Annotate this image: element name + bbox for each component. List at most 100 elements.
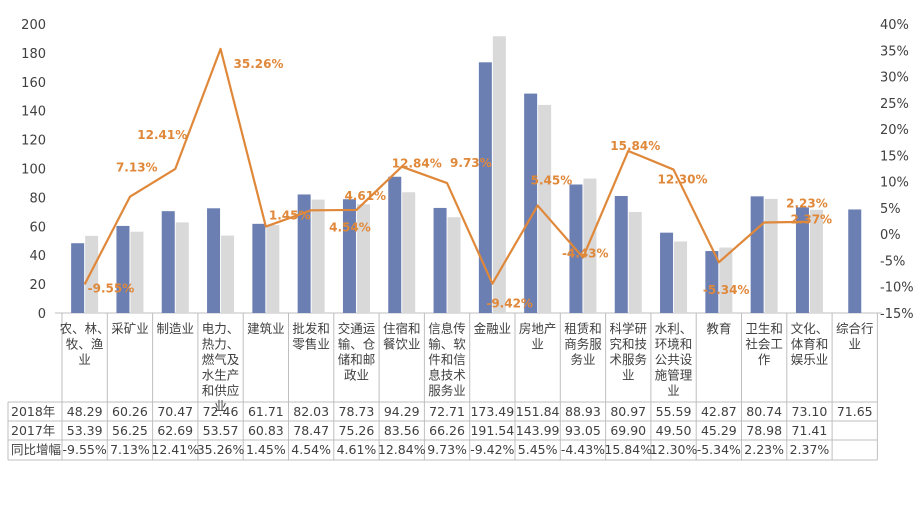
right-tick-label: 30% — [880, 71, 909, 86]
right-tick-label: 20% — [880, 123, 909, 138]
growth-data-label: 7.13% — [116, 161, 158, 175]
table-cell: 53.57 — [203, 423, 239, 438]
bar-2018 — [433, 207, 447, 313]
bars — [71, 36, 862, 314]
category-label: 住宿和 — [383, 321, 421, 336]
bar-2017 — [674, 241, 688, 313]
left-tick-label: 60 — [29, 220, 46, 235]
table-cell: -9.42% — [470, 442, 514, 457]
table-cell: 45.29 — [701, 423, 737, 438]
bar-2018 — [342, 199, 356, 313]
table-cell: 143.99 — [516, 423, 560, 438]
table-cell: 48.29 — [67, 404, 103, 419]
right-tick-label: -10% — [880, 281, 914, 296]
table-cell: 80.97 — [610, 404, 646, 419]
category-label: 输、软 — [428, 337, 466, 352]
bar-2017 — [221, 235, 235, 313]
table-cell: 42.87 — [701, 404, 737, 419]
table-row-header: 2017年 — [11, 423, 55, 438]
table-cell: 61.71 — [248, 404, 284, 419]
category-label: 卫生和 — [745, 321, 783, 336]
bar-2017 — [175, 222, 189, 313]
table-cell: 71.65 — [837, 404, 873, 419]
bar-2017 — [719, 247, 733, 313]
growth-data-label: 35.26% — [234, 57, 284, 71]
bar-2018 — [478, 62, 492, 314]
growth-data-label: 2.37% — [790, 213, 832, 227]
table-cell: 71.41 — [792, 423, 828, 438]
category-label: 娱乐业 — [791, 352, 829, 367]
category-label: 息技术 — [428, 368, 466, 383]
category-label: 制造业 — [156, 321, 194, 336]
category-label: 业 — [622, 368, 635, 383]
growth-data-label: 1.45% — [269, 209, 311, 223]
category-label: 租赁和 — [564, 321, 602, 336]
category-label: 电力、 — [202, 321, 240, 336]
bar-2018 — [388, 176, 402, 313]
category-label: 牧、渔 — [66, 337, 104, 352]
growth-data-label: -9.55% — [88, 281, 135, 295]
growth-data-label: 15.84% — [610, 139, 660, 153]
left-tick-label: 200 — [21, 18, 46, 33]
bar-2017 — [130, 231, 144, 313]
growth-line — [83, 47, 810, 285]
bar-2018 — [614, 195, 628, 313]
category-label: 政业 — [344, 368, 369, 383]
table-cell: 78.73 — [339, 404, 375, 419]
growth-data-label: -5.34% — [703, 283, 750, 297]
table-cell: 60.83 — [248, 423, 284, 438]
category-label: 体育和 — [791, 337, 829, 352]
table-cell: 191.54 — [470, 423, 514, 438]
category-label: 服务业 — [428, 383, 466, 398]
table-cell: 94.29 — [384, 404, 420, 419]
bar-2017 — [402, 192, 416, 313]
left-tick-label: 40 — [29, 249, 46, 264]
category-label: 批发和 — [292, 321, 330, 336]
right-tick-label: 10% — [880, 176, 909, 191]
table-cell: 80.74 — [746, 404, 782, 419]
table-cell: 53.39 — [67, 423, 103, 438]
category-label: 水生产 — [202, 368, 240, 383]
growth-data-label: 5.45% — [531, 174, 573, 188]
category-label: 金融业 — [474, 321, 512, 336]
bar-2017 — [764, 198, 778, 313]
category-label: 文化、 — [791, 321, 829, 336]
right-tick-label: -5% — [880, 254, 905, 269]
table-cell: 7.13% — [110, 442, 150, 457]
category-label: 教育 — [706, 321, 731, 336]
bar-2017 — [311, 199, 325, 313]
table-cell: 88.93 — [565, 404, 601, 419]
left-tick-label: 100 — [21, 163, 46, 178]
table-cell: 78.47 — [293, 423, 329, 438]
table-cell: 70.47 — [157, 404, 193, 419]
table-cell: 82.03 — [293, 404, 329, 419]
category-label: 业 — [848, 337, 861, 352]
bar-2017 — [356, 204, 370, 313]
category-label: 商务服 — [564, 337, 602, 352]
table-row-header: 同比增幅 — [11, 442, 61, 457]
bar-2018 — [750, 196, 764, 313]
category-label: 餐饮业 — [383, 337, 421, 352]
bar-2018 — [848, 209, 862, 313]
table-cell: 75.26 — [339, 423, 375, 438]
growth-data-label: 4.61% — [344, 189, 386, 203]
category-label: 社会工 — [745, 337, 783, 352]
left-axis: 0 20 40 60 80 100 120 140 160 180 200 — [21, 18, 882, 322]
bar-2017 — [809, 209, 823, 313]
table-cell: -4.43% — [561, 442, 605, 457]
growth-data-label: 12.41% — [137, 128, 187, 142]
growth-data-label: -9.42% — [486, 297, 533, 311]
table-row-header: 2018年 — [11, 404, 55, 419]
table-cell: 5.45% — [518, 442, 558, 457]
table-cell: 173.49 — [470, 404, 514, 419]
category-label: 燃气及 — [202, 352, 240, 367]
right-tick-label: 0% — [880, 228, 901, 243]
right-tick-label: 5% — [880, 202, 901, 217]
bar-2017 — [85, 235, 99, 313]
left-tick-label: 20 — [29, 278, 46, 293]
table-cell: 12.84% — [378, 442, 426, 457]
category-label: 件和信 — [428, 352, 466, 367]
bar-2017 — [492, 36, 506, 313]
